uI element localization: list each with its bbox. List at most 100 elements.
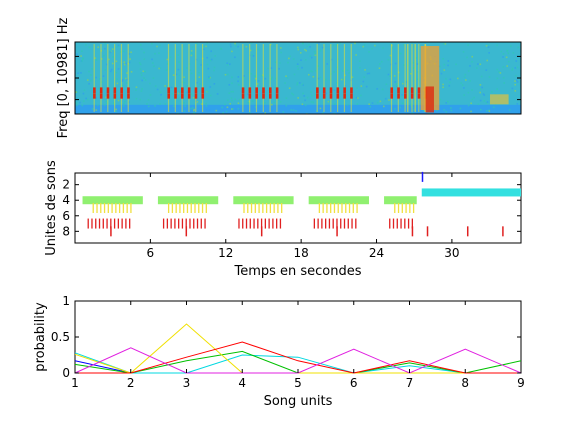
spectrogram-texture: [178, 61, 180, 63]
spectrogram-texture: [190, 51, 193, 54]
spectrogram-texture: [288, 57, 290, 60]
song-streak: [390, 44, 393, 112]
spectrogram-texture: [165, 69, 168, 71]
spectrogram-texture: [307, 73, 310, 76]
spectrogram-texture: [90, 74, 92, 76]
spectrogram-texture: [346, 69, 349, 72]
spectrogram-texture: [152, 77, 155, 79]
units-marks: [82, 171, 521, 237]
unit-segment: [336, 218, 338, 229]
spectrogram-texture: [379, 100, 382, 103]
spectrogram-texture: [304, 104, 307, 107]
spectrogram-texture: [230, 97, 233, 100]
spectrogram-texture: [317, 65, 320, 67]
spectrogram-texture: [261, 92, 264, 95]
unit-segment: [98, 218, 101, 229]
spectrogram-texture: [443, 109, 445, 111]
spectrogram-texture: [147, 105, 150, 108]
units-frame: [74, 172, 522, 244]
spectrogram-texture: [399, 106, 402, 109]
spectrogram-texture: [292, 109, 295, 111]
spectrogram-texture: [506, 49, 509, 52]
spectrogram-texture: [313, 51, 316, 53]
spectrogram-texture: [140, 48, 143, 51]
spectrogram-texture: [364, 69, 366, 71]
spectrogram-texture: [388, 99, 390, 101]
spectrogram-texture: [192, 112, 195, 114]
spectrogram-texture: [226, 63, 229, 66]
spectrogram-texture: [301, 83, 304, 86]
spectrogram-texture: [289, 55, 292, 58]
spectrogram-texture: [479, 63, 482, 66]
spectrogram-texture: [440, 72, 443, 75]
spectrogram-texture: [201, 103, 203, 105]
spectrogram-texture: [402, 43, 405, 46]
song-formant-high: [106, 87, 110, 94]
unit-segment: [102, 218, 104, 229]
spectrogram-texture: [195, 43, 198, 45]
unit-segment: [313, 218, 316, 229]
unit-segment: [272, 218, 274, 229]
units-ytick-label: 6: [62, 209, 70, 223]
song-formant-low: [181, 93, 184, 99]
spectrogram-texture: [356, 103, 359, 105]
spectrogram-texture: [467, 91, 470, 94]
spectrogram-texture: [191, 107, 194, 109]
song-formant-low: [194, 93, 198, 99]
probability-lines: [74, 323, 522, 374]
unit-segment: [201, 203, 204, 213]
unit-segment: [336, 226, 338, 237]
unit-segment: [326, 203, 328, 213]
unit-segment: [421, 171, 424, 182]
spectrogram-texture: [389, 75, 391, 77]
song-streak: [195, 44, 197, 112]
song-streak: [242, 44, 244, 112]
unit-segment: [262, 203, 264, 213]
spectrogram-texture: [116, 82, 119, 85]
song-formant-high: [181, 87, 184, 94]
spectrogram-texture: [80, 55, 82, 57]
unit-segment: [92, 203, 94, 213]
spectrogram-texture: [193, 109, 195, 112]
units-xtick-label: 30: [444, 246, 459, 260]
spectrogram-texture: [82, 58, 84, 61]
unit-segment: [257, 218, 259, 229]
song-formant-high: [269, 87, 272, 94]
spectrogram-texture: [461, 84, 464, 86]
spectrogram-texture: [135, 89, 137, 91]
spectrogram-texture: [363, 44, 366, 46]
spectrogram-texture: [144, 79, 147, 81]
spectrogram-texture: [274, 86, 277, 89]
unit-segment: [245, 218, 248, 229]
spectrogram-texture: [351, 76, 354, 79]
probability-xtick-label: 9: [517, 376, 525, 390]
spectrogram-texture: [340, 78, 343, 81]
unit-segment: [178, 218, 180, 229]
unit-segment: [106, 218, 108, 229]
song-formant-low: [241, 93, 245, 99]
spectrogram-texture: [88, 82, 90, 85]
spectrogram-texture: [369, 105, 372, 108]
spectrogram-texture: [496, 68, 499, 71]
spectrogram-texture: [145, 112, 148, 114]
spectrogram-texture: [304, 59, 307, 61]
spectrogram-texture: [515, 60, 518, 62]
unit-segment: [396, 218, 398, 229]
spectrogram-texture: [184, 105, 187, 107]
spectrogram-texture: [264, 77, 267, 80]
unit-segment: [258, 203, 260, 213]
song-formant-high: [262, 87, 265, 94]
unit-segment: [247, 203, 249, 213]
spectrogram-texture: [190, 54, 193, 57]
spectrogram-texture: [330, 58, 333, 61]
song-formant-low: [397, 93, 400, 99]
unit-segment: [352, 203, 354, 213]
spectrogram-texture: [191, 46, 194, 48]
spectrogram-texture: [224, 73, 227, 76]
spectrogram-texture: [278, 67, 280, 70]
spectrogram-texture: [210, 94, 212, 97]
spectrogram-texture: [366, 72, 369, 75]
spectrogram-texture: [116, 78, 118, 80]
spectrogram-texture: [146, 103, 148, 105]
spectrogram-texture: [371, 102, 374, 104]
